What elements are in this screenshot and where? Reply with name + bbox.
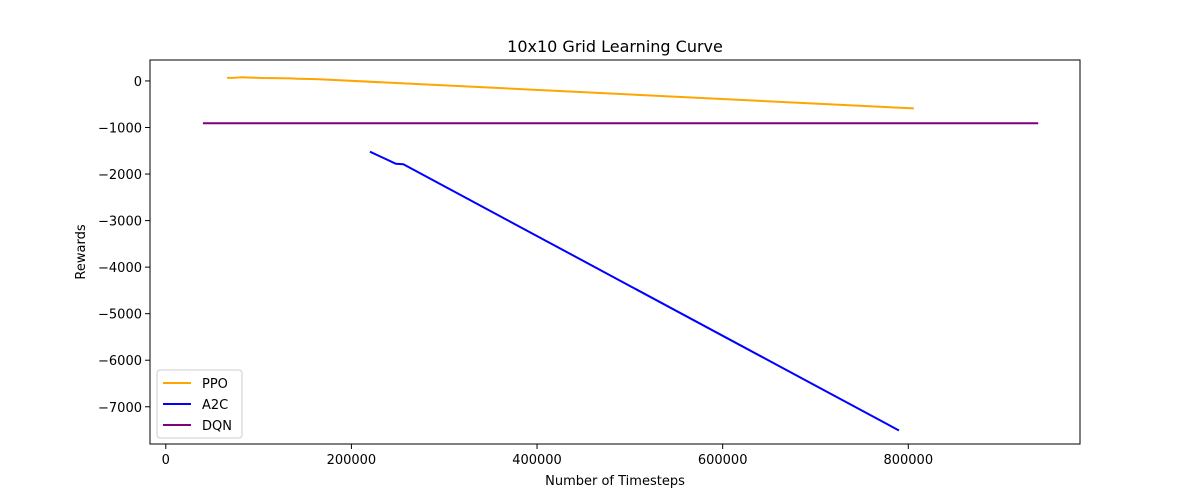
x-axis-ticks: 0 200000 400000 600000 800000 — [162, 444, 933, 468]
x-tick-label: 0 — [162, 453, 170, 468]
series-line-a2c — [369, 150, 900, 432]
series-layer — [202, 76, 1039, 432]
legend: PPO A2C DQN — [156, 369, 243, 439]
y-tick-label: −7000 — [98, 401, 142, 416]
y-tick-label: −1000 — [98, 121, 142, 136]
y-tick-label: −4000 — [98, 261, 142, 276]
x-tick-label: 400000 — [512, 453, 562, 468]
x-tick-label: 200000 — [327, 453, 377, 468]
legend-label-a2c: A2C — [202, 398, 228, 413]
legend-label-dqn: DQN — [202, 419, 232, 434]
x-axis-label: Number of Timesteps — [545, 474, 685, 489]
x-tick-label: 600000 — [698, 453, 748, 468]
y-tick-label: 0 — [134, 75, 142, 90]
y-tick-label: −6000 — [98, 354, 142, 369]
y-tick-label: −5000 — [98, 308, 142, 323]
legend-box — [156, 369, 243, 439]
y-axis-label: Rewards — [74, 224, 89, 279]
y-axis-ticks: 0 −1000 −2000 −3000 −4000 −5000 −6000 −7000 — [98, 75, 150, 416]
x-tick-label: 800000 — [883, 453, 933, 468]
series-line-ppo — [227, 76, 914, 110]
plot-frame — [149, 59, 1081, 445]
legend-label-ppo: PPO — [202, 377, 228, 392]
chart-title: 10x10 Grid Learning Curve — [507, 37, 723, 56]
y-tick-label: −2000 — [98, 168, 142, 183]
y-tick-label: −3000 — [98, 215, 142, 230]
